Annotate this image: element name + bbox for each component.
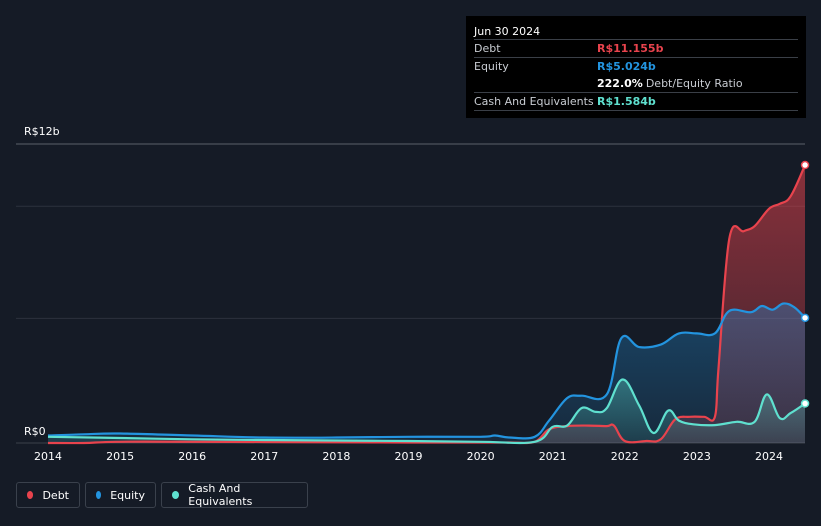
x-tick-label: 2017 xyxy=(250,450,278,463)
debt-line xyxy=(47,164,807,445)
x-axis-labels: 2014 2015 2016 2017 2018 2019 2020 2021 2022 2023… xyxy=(34,450,783,463)
tooltip-cash-value: R$1.584b xyxy=(597,95,656,108)
series-endpoints xyxy=(800,160,810,408)
equity-line xyxy=(47,302,806,440)
x-tick-label: 2023 xyxy=(683,450,711,463)
chart-legend: Debt Equity Cash And Equivalents xyxy=(16,482,313,508)
legend-item-equity[interactable]: Equity xyxy=(85,482,156,508)
cash-endpoint-marker[interactable] xyxy=(800,399,810,408)
legend-cash-label: Cash And Equivalents xyxy=(188,482,253,508)
tooltip-debt-label: Debt xyxy=(474,42,501,55)
legend-item-cash[interactable]: Cash And Equivalents xyxy=(161,482,308,508)
tooltip-date: Jun 30 2024 xyxy=(474,25,541,38)
x-tick-label: 2016 xyxy=(178,450,206,463)
legend-equity-label: Equity xyxy=(110,488,145,502)
legend-item-debt[interactable]: Debt xyxy=(16,482,80,508)
debt-endpoint-marker[interactable] xyxy=(800,160,810,170)
x-tick-label: 2021 xyxy=(539,450,567,463)
tooltip-equity-value: R$5.024b xyxy=(597,60,656,73)
x-tick-label: 2014 xyxy=(34,450,62,463)
x-tick-label: 2020 xyxy=(467,450,495,463)
series-areas xyxy=(48,165,805,444)
tooltip-debt-value: R$11.155b xyxy=(597,42,664,55)
data-tooltip: Jun 30 2024 Debt R$11.155b Equity R$5.02… xyxy=(466,16,806,118)
equity-dot-icon xyxy=(96,491,102,499)
x-tick-label: 2024 xyxy=(755,450,783,463)
tooltip-cash-label: Cash And Equivalents xyxy=(474,95,594,108)
y-tick-label-zero: R$0 xyxy=(24,425,46,438)
equity-area xyxy=(48,303,805,443)
tooltip-row-ratio: 222.0% Debt/Equity Ratio xyxy=(474,75,798,92)
tooltip-row-cash: Cash And Equivalents R$1.584b xyxy=(474,92,798,110)
x-tick-label: 2018 xyxy=(322,450,350,463)
equity-endpoint-marker[interactable] xyxy=(800,313,810,323)
x-tick-label: 2019 xyxy=(395,450,423,463)
debt-dot-icon xyxy=(27,491,34,499)
tooltip-row-debt: Debt R$11.155b xyxy=(474,39,798,57)
tooltip-ratio-label: Debt/Equity Ratio xyxy=(645,77,743,90)
x-tick-label: 2015 xyxy=(106,450,134,463)
tooltip-equity-label: Equity xyxy=(474,60,509,73)
tooltip-row-equity: Equity R$5.024b xyxy=(474,57,798,75)
cash-dot-icon xyxy=(172,491,180,499)
y-tick-label-top: R$12b xyxy=(24,125,60,138)
y-axis-labels: R$12b R$0 xyxy=(24,125,60,438)
legend-debt-label: Debt xyxy=(42,488,69,502)
series-lines xyxy=(47,164,807,445)
cash-line xyxy=(47,378,806,445)
x-tick-label: 2022 xyxy=(611,450,639,463)
tooltip-ratio-value: 222.0% xyxy=(597,77,643,90)
